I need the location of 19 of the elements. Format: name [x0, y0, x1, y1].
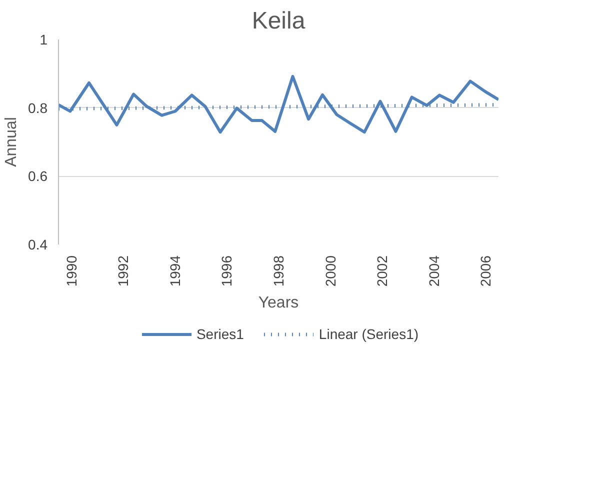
y-tick-label: 1: [40, 32, 48, 48]
x-tick-label: 2002: [374, 255, 390, 287]
x-axis-title: Years: [258, 294, 299, 312]
x-tick-label: 2004: [426, 255, 442, 287]
chart-title: Keila: [252, 8, 306, 34]
x-tick-label: 1996: [218, 255, 235, 287]
x-tick-label: 1998: [270, 255, 286, 287]
x-tick-label: 1994: [166, 255, 183, 287]
line-series: [58, 74, 498, 134]
x-tick-label: 1990: [63, 255, 80, 287]
y-axis-title: Annual: [3, 117, 20, 167]
x-tick-label: 2000: [322, 255, 338, 287]
y-tick-label: 0.6: [28, 168, 48, 184]
x-tick-label: 1992: [115, 255, 132, 287]
x-tick-label: 2006: [478, 255, 494, 287]
legend-label: Linear (Series1): [318, 326, 419, 342]
legend-label: Series1: [196, 326, 244, 342]
y-tick-label: 0.8: [28, 100, 48, 116]
y-tick-label: 0.4: [28, 236, 48, 252]
